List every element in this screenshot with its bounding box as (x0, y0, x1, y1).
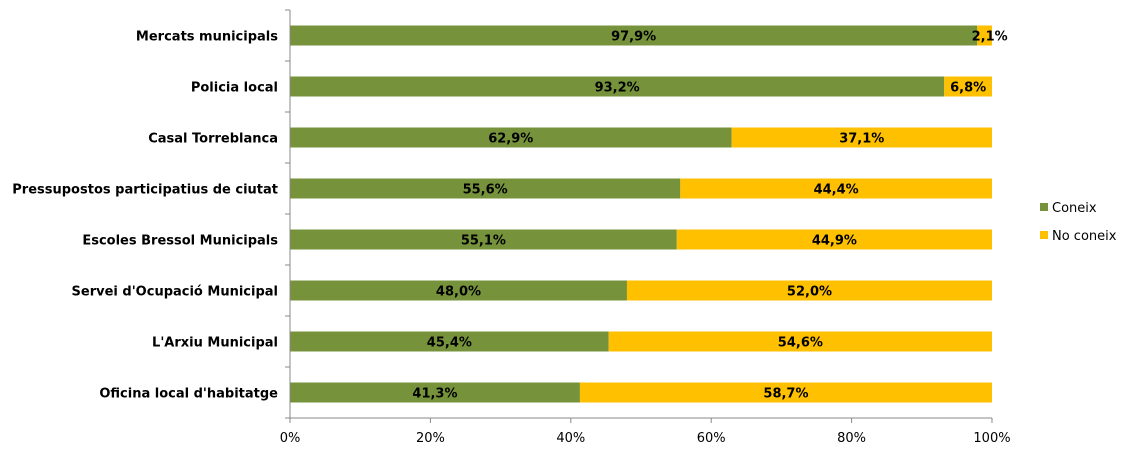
data-label-no-coneix-3: 44,4% (814, 183, 859, 198)
category-label-6: L'Arxiu Municipal (152, 336, 278, 351)
legend-swatch-coneix (1040, 203, 1048, 211)
bar-coneix-1 (290, 76, 945, 97)
data-label-no-coneix-0: 2,1% (972, 30, 1008, 45)
x-tick-label-3: 60% (697, 431, 726, 446)
bar-coneix-0 (290, 25, 978, 46)
bar-coneix-7 (290, 382, 580, 403)
data-label-no-coneix-2: 37,1% (839, 132, 884, 147)
category-label-0: Mercats municipals (136, 30, 278, 45)
bar-no-coneix-1 (944, 76, 992, 97)
legend-label-no-coneix: No coneix (1052, 229, 1117, 244)
category-label-1: Policia local (191, 81, 278, 96)
data-label-coneix-4: 55,1% (461, 234, 506, 249)
bar-no-coneix-2 (731, 127, 992, 148)
legend-swatch-no-coneix (1040, 231, 1048, 239)
data-label-coneix-3: 55,6% (463, 183, 508, 198)
category-label-3: Pressupostos participatius de ciutat (12, 183, 278, 198)
bar-no-coneix-6 (608, 331, 992, 352)
bar-no-coneix-3 (680, 178, 992, 199)
data-label-no-coneix-1: 6,8% (950, 81, 986, 96)
x-tick-label-4: 80% (837, 431, 866, 446)
bar-no-coneix-5 (626, 280, 992, 301)
legend-label-coneix: Coneix (1052, 201, 1097, 216)
data-label-coneix-1: 93,2% (595, 81, 640, 96)
category-label-4: Escoles Bressol Municipals (82, 234, 278, 249)
bar-no-coneix-7 (579, 382, 992, 403)
category-label-2: Casal Torreblanca (148, 132, 278, 147)
data-label-coneix-6: 45,4% (427, 336, 472, 351)
data-label-coneix-0: 97,9% (611, 30, 656, 45)
x-tick-label-2: 40% (556, 431, 585, 446)
bar-no-coneix-0 (977, 25, 992, 46)
data-labels: 97,9% 2,1% 93,2% 6,8% 62,9% 37,1% 55,6% 44,4% 55… (412, 30, 1007, 402)
bar-coneix-3 (290, 178, 681, 199)
data-label-coneix-2: 62,9% (488, 132, 533, 147)
category-label-5: Servei d'Ocupació Municipal (72, 285, 278, 300)
data-label-no-coneix-6: 54,6% (778, 336, 823, 351)
bars-layer (290, 25, 992, 403)
bar-no-coneix-4 (676, 229, 992, 250)
data-label-no-coneix-7: 58,7% (763, 387, 808, 402)
data-label-no-coneix-4: 44,9% (812, 234, 857, 249)
category-label-7: Oficina local d'habitatge (99, 387, 278, 402)
legend: Coneix No coneix (1040, 201, 1117, 244)
bar-coneix-4 (290, 229, 677, 250)
category-labels: Mercats municipals Policia local Casal Tor… (12, 30, 278, 402)
bar-coneix-5 (290, 280, 627, 301)
bar-coneix-6 (290, 331, 609, 352)
x-tick-labels: 0% 20% 40% 60% 80% 100% (280, 431, 1011, 446)
bar-coneix-2 (290, 127, 732, 148)
data-label-coneix-5: 48,0% (436, 285, 481, 300)
x-tick-label-1: 20% (416, 431, 445, 446)
x-tick-label-5: 100% (973, 431, 1010, 446)
axes-layer (285, 9, 993, 423)
data-label-coneix-7: 41,3% (412, 387, 457, 402)
data-label-no-coneix-5: 52,0% (787, 285, 832, 300)
x-tick-label-0: 0% (280, 431, 301, 446)
